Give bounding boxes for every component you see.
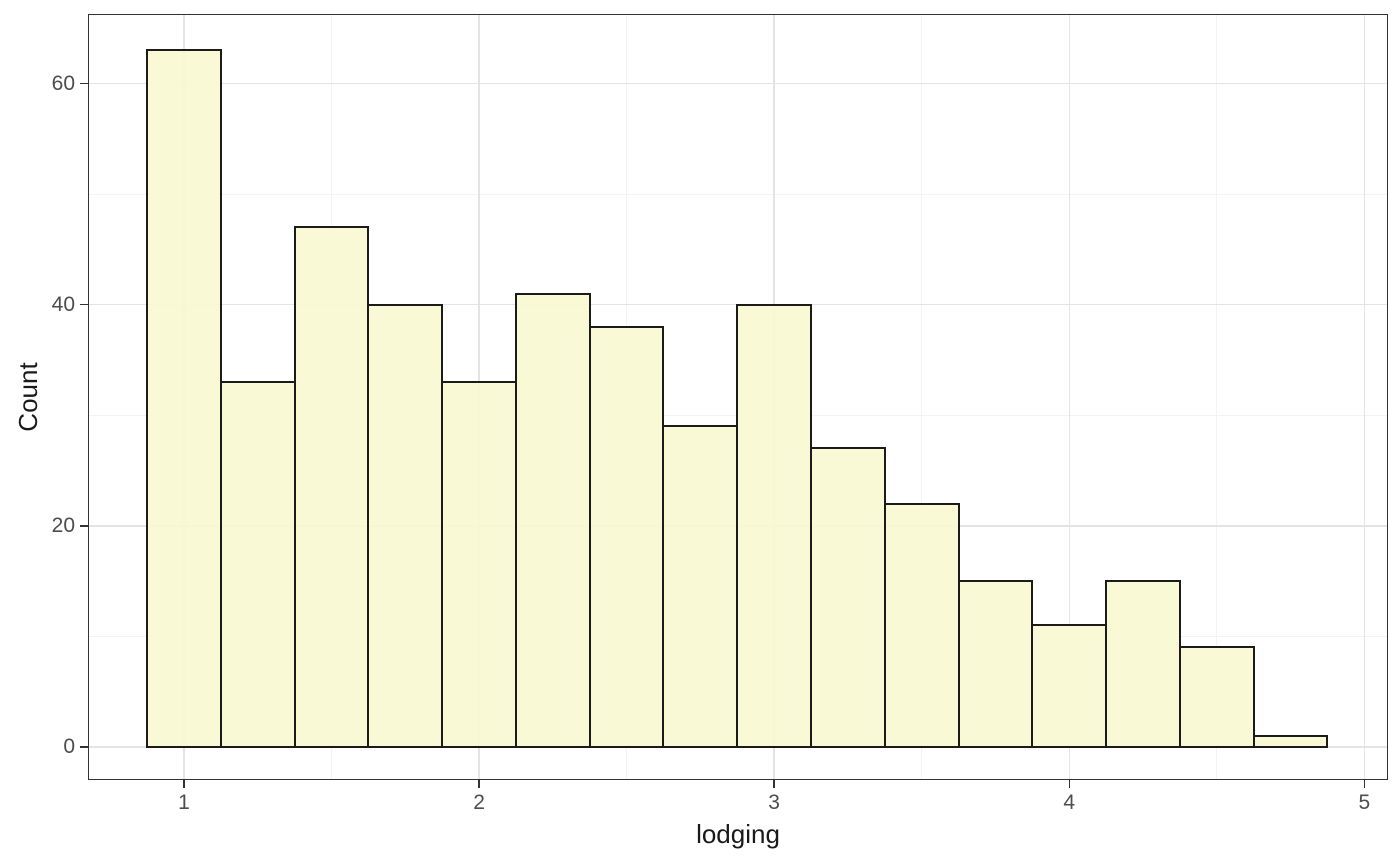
x-tick-label: 4 xyxy=(1063,791,1076,814)
x-tick-mark xyxy=(478,780,480,788)
histogram-bar xyxy=(810,447,886,748)
histogram-bar xyxy=(293,226,370,748)
y-major-gridline xyxy=(88,82,1388,85)
histogram-bar xyxy=(514,292,591,748)
y-tick-mark xyxy=(80,303,88,306)
histogram-bar xyxy=(219,381,296,748)
x-axis-title: lodging xyxy=(696,819,780,849)
y-tick-label: 0 xyxy=(63,734,75,758)
y-minor-gridline xyxy=(88,193,1388,195)
y-tick-label: 60 xyxy=(51,71,75,95)
x-major-gridline xyxy=(1068,14,1071,780)
histogram-bar xyxy=(1105,580,1181,748)
histogram-bar xyxy=(1031,624,1108,748)
x-major-gridline xyxy=(1363,14,1366,780)
histogram-bar xyxy=(1178,646,1255,748)
bars-layer xyxy=(88,14,1388,780)
y-tick-mark xyxy=(80,746,88,748)
histogram-bar xyxy=(736,303,813,748)
x-tick-label: 1 xyxy=(178,791,190,814)
y-tick-mark xyxy=(80,82,88,85)
histogram-bar xyxy=(883,502,960,748)
histogram-bar xyxy=(367,303,444,748)
histogram-bar xyxy=(146,49,222,748)
histogram-bar xyxy=(1252,734,1329,748)
y-axis-title: Count xyxy=(13,362,43,432)
histogram-bar xyxy=(957,580,1034,748)
x-minor-gridline xyxy=(1216,14,1218,780)
histogram-bar xyxy=(662,425,739,748)
y-tick-label: 20 xyxy=(51,513,75,537)
plot-panel xyxy=(88,14,1388,780)
histogram-bar xyxy=(441,381,517,748)
y-tick-mark xyxy=(80,525,88,527)
x-minor-gridline xyxy=(921,14,923,780)
x-tick-mark xyxy=(773,780,775,788)
x-tick-label: 3 xyxy=(768,791,780,814)
x-tick-label: 2 xyxy=(473,791,485,814)
x-tick-label: 5 xyxy=(1358,791,1371,814)
histogram-bar xyxy=(588,325,665,748)
x-tick-mark xyxy=(1068,780,1071,788)
x-tick-mark xyxy=(1363,780,1366,788)
x-tick-mark xyxy=(183,780,185,788)
